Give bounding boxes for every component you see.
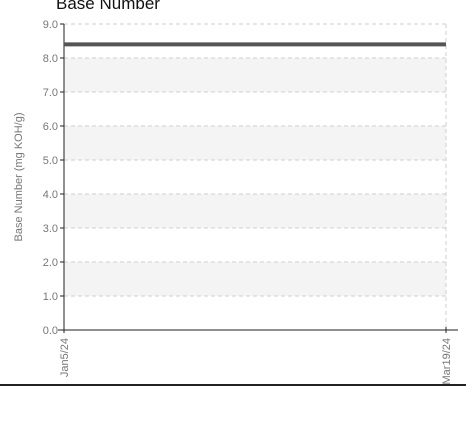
- y-tick-label: 8.0: [43, 53, 58, 65]
- y-tick-label: 9.0: [43, 19, 58, 31]
- y-tick-label: 1.0: [43, 291, 58, 303]
- footer-divider: [0, 384, 466, 386]
- x-tick-label: Jan5/24: [59, 338, 71, 377]
- y-tick-label: 2.0: [43, 257, 58, 269]
- grid-band: [64, 58, 446, 92]
- y-tick-label: 6.0: [43, 121, 58, 133]
- grid-band: [64, 194, 446, 228]
- y-axis-title: Base Number (mg KOH/g): [13, 113, 25, 242]
- x-tick-label: Mar19/24: [441, 338, 453, 384]
- y-tick-label: 7.0: [43, 87, 58, 99]
- chart-title: Base Number: [56, 0, 160, 13]
- grid-band: [64, 262, 446, 296]
- y-tick-label: 5.0: [43, 155, 58, 167]
- y-tick-label: 0.0: [43, 325, 58, 337]
- grid-band: [64, 126, 446, 160]
- y-tick-label: 4.0: [43, 189, 58, 201]
- y-tick-label: 3.0: [43, 223, 58, 235]
